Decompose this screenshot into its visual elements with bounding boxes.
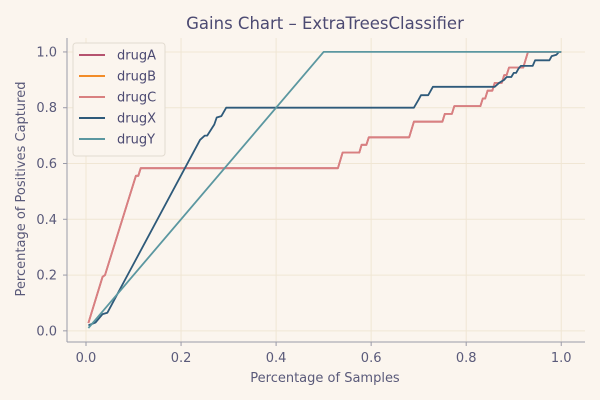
tick-labels: 0.0 0.2 0.4 0.6 0.8 1.0 0.0 0.2 0.4 0.6 0.8 1.0 [36, 45, 571, 366]
legend-label-drugA: drugA [117, 49, 156, 64]
legend-label-drugX: drugX [117, 112, 156, 127]
y-tick-label: 0.8 [36, 101, 57, 116]
x-tick-label: 0.0 [76, 351, 97, 366]
x-tick-label: 0.6 [361, 351, 382, 366]
x-tick-label: 0.8 [456, 351, 477, 366]
axes [63, 38, 585, 346]
series-line-drugC [87, 51, 562, 324]
legend-box [72, 42, 166, 157]
y-tick-label: 1.0 [36, 45, 57, 60]
series-line-drugY [87, 51, 562, 329]
y-tick-label: 0.0 [36, 324, 57, 339]
y-axis-label: Percentage of Positives Captured [14, 82, 29, 297]
x-axis-label: Percentage of Samples [250, 371, 400, 386]
x-tick-label: 0.4 [266, 351, 287, 366]
legend: drugA drugB drugC drugX drugY [72, 42, 166, 157]
series-line-drugX [88, 51, 562, 327]
chart-title: Gains Chart – ExtraTreesClassifier [186, 14, 464, 33]
legend-label-drugB: drugB [117, 70, 156, 85]
y-tick-label: 0.6 [36, 157, 57, 172]
legend-label-drugY: drugY [117, 133, 155, 148]
legend-label-drugC: drugC [117, 91, 156, 106]
x-tick-label: 1.0 [551, 351, 572, 366]
y-tick-label: 0.2 [36, 269, 57, 284]
x-tick-label: 0.2 [171, 351, 192, 366]
y-tick-label: 0.4 [36, 213, 57, 228]
series-layer [87, 51, 562, 329]
